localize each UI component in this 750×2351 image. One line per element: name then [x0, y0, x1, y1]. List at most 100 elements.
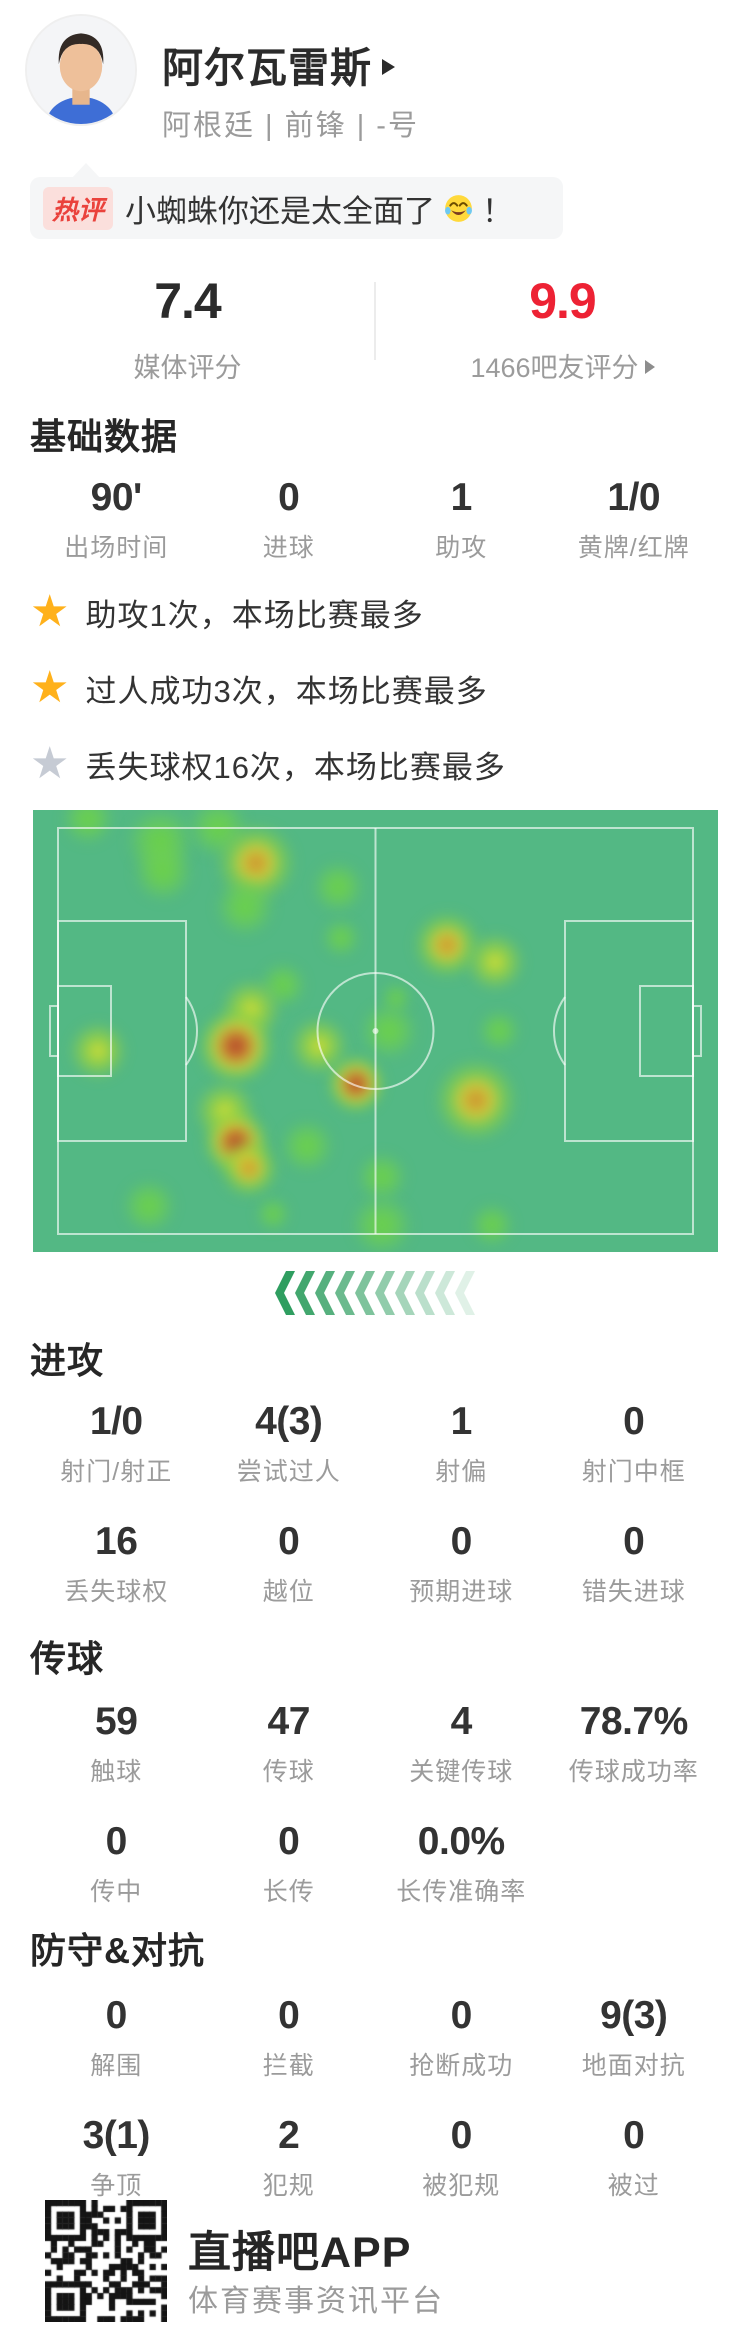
stat-label: 关键传球: [409, 1758, 514, 1786]
heat-blob: [218, 1138, 279, 1199]
stat-label: 长传: [262, 1878, 315, 1906]
stat-value: 3(1): [82, 2114, 151, 2157]
stat-value: 0: [278, 1994, 300, 2037]
star-icon: ★: [30, 739, 70, 788]
stat-label: 出场时间: [64, 534, 169, 562]
player-name-row[interactable]: 阿尔瓦雷斯: [162, 34, 395, 94]
basic-stats-grid: 90' 出场时间 0 进球 1 助攻 1/0 黄牌/红牌: [30, 476, 720, 596]
stat-row: 59 触球 47 传球 4 关键传球 78.7% 传球成功率: [30, 1700, 720, 1788]
expand-arrow-icon: [644, 359, 655, 374]
heat-blob: [434, 1057, 519, 1142]
stat-cell: 3(1) 争顶: [30, 2114, 203, 2202]
stat-label: 解围: [90, 2052, 143, 2080]
stat-label: 拦截: [262, 2052, 315, 2080]
stat-value: 47: [267, 1700, 311, 1743]
stat-value: 1/0: [89, 1400, 143, 1443]
stat-value: 0: [278, 476, 300, 519]
stat-label: 被过: [607, 2172, 660, 2200]
stat-cell: 4 关键传球: [375, 1700, 548, 1788]
chevron-left-icon: [375, 1271, 395, 1315]
passing-stats-grid: 59 触球 47 传球 4 关键传球 78.7% 传球成功率 0 传中 0 长传 0.0% 长传准确率: [30, 1700, 720, 1940]
chevron-left-icon: [275, 1271, 295, 1315]
rating-divider: [374, 282, 376, 360]
stat-cell: 0 射门中框: [548, 1400, 721, 1488]
fans-rating: 9.9 1466吧友评分: [375, 272, 750, 385]
stat-cell: 47 传球: [203, 1700, 376, 1788]
stat-label: 传中: [90, 1878, 143, 1906]
qr-code: [45, 2200, 167, 2322]
chevron-left-icon: [395, 1271, 415, 1315]
stat-cell: 1/0 射门/射正: [30, 1400, 203, 1488]
hot-comment-suffix: ！: [482, 193, 514, 229]
heat-blob: [466, 933, 525, 992]
stat-label: 抢断成功: [409, 2052, 514, 2080]
stat-cell: 0 被犯规: [375, 2114, 548, 2202]
section-title-attack: 进攻: [30, 1340, 105, 1381]
stat-row: 0 传中 0 长传 0.0% 长传准确率: [30, 1820, 720, 1908]
media-rating-label: 媒体评分: [133, 353, 242, 383]
stat-label: 越位: [262, 1578, 315, 1606]
fans-rating-value: 9.9: [529, 273, 597, 329]
stat-value: 0: [623, 2114, 645, 2157]
highlight-text: 丢失球权16次，本场比赛最多: [85, 749, 506, 785]
player-name: 阿尔瓦雷斯: [162, 45, 372, 91]
hot-comment-bubble[interactable]: 热评 小蜘蛛你还是太全面了 ！: [30, 177, 563, 239]
app-tagline: 体育赛事资讯平台: [188, 2285, 444, 2318]
stat-label: 尝试过人: [236, 1458, 341, 1486]
stat-cell: 0 进球: [203, 476, 376, 564]
stat-value: 4: [450, 1700, 473, 1743]
heat-blob: [197, 1008, 274, 1085]
highlight-row: ★ 助攻1次，本场比赛最多: [0, 586, 750, 638]
section-title-defense: 防守&对抗: [30, 1930, 205, 1971]
stat-cell: 0 长传: [203, 1820, 376, 1908]
fans-rating-label[interactable]: 1466吧友评分: [375, 346, 750, 385]
heat-blob: [477, 1010, 520, 1052]
stat-row: 0 解围 0 拦截 0 抢断成功 9(3) 地面对抗: [30, 1994, 720, 2082]
player-avatar[interactable]: [25, 14, 137, 126]
stat-cell: 9(3) 地面对抗: [548, 1994, 721, 2082]
media-rating-value: 7.4: [154, 273, 222, 329]
stat-cell: 59 触球: [30, 1700, 203, 1788]
heat-blob: [122, 1178, 177, 1233]
heat-blob: [311, 861, 364, 914]
stat-cell: 90' 出场时间: [30, 476, 203, 564]
defense-stats-grid: 0 解围 0 拦截 0 抢断成功 9(3) 地面对抗 3(1) 争顶 2 犯规 0 被犯规 0 被过: [30, 1994, 720, 2234]
stat-value: 0: [450, 1520, 473, 1563]
heat-blob: [133, 841, 194, 902]
stat-label: 黄牌/红牌: [577, 534, 690, 562]
highlights-list: ★ 助攻1次，本场比赛最多 ★ 过人成功3次，本场比赛最多 ★ 丢失球权16次，本场比赛最…: [0, 586, 750, 814]
stat-row: 90' 出场时间 0 进球 1 助攻 1/0 黄牌/红牌: [30, 476, 720, 564]
stat-cell: 0 抢断成功: [375, 1994, 548, 2082]
stat-label: 射门/射正: [60, 1458, 173, 1486]
section-title-basic: 基础数据: [30, 416, 179, 457]
stat-value: 9(3): [600, 1994, 668, 2037]
stat-value: 0.0%: [417, 1820, 505, 1863]
chevron-left-icon: [335, 1271, 355, 1315]
hot-comment-badge: 热评: [43, 186, 114, 230]
stat-label: 犯规: [262, 2172, 315, 2200]
stat-value: 0: [623, 1520, 645, 1563]
highlight-row: ★ 丢失球权16次，本场比赛最多: [0, 738, 750, 790]
stat-value: 1: [450, 476, 473, 519]
stat-cell: 1 射偏: [375, 1400, 548, 1488]
section-title-passing: 传球: [30, 1638, 105, 1679]
stat-value: 1/0: [607, 476, 661, 519]
heat-blob: [469, 1203, 514, 1248]
stat-label: 进球: [262, 534, 315, 562]
stat-cell: 0 预期进球: [375, 1520, 548, 1608]
highlight-text: 助攻1次，本场比赛最多: [85, 597, 424, 633]
stat-row: 16 丢失球权 0 越位 0 预期进球 0 错失进球: [30, 1520, 720, 1608]
player-heatmap: [33, 810, 718, 1252]
stat-label: 被犯规: [422, 2172, 501, 2200]
stat-cell: 2 犯规: [203, 2114, 376, 2202]
star-icon: ★: [30, 663, 70, 712]
heat-blob: [322, 919, 361, 958]
stat-cell: 1/0 黄牌/红牌: [548, 476, 721, 564]
stat-value: 2: [278, 2114, 300, 2157]
stat-label: 触球: [90, 1758, 143, 1786]
heat-blob: [69, 1021, 128, 1080]
stat-label: 传球: [262, 1758, 315, 1786]
stat-value: 0: [105, 1994, 128, 2037]
heat-blob: [351, 1194, 414, 1252]
stat-label: 争顶: [90, 2172, 143, 2200]
